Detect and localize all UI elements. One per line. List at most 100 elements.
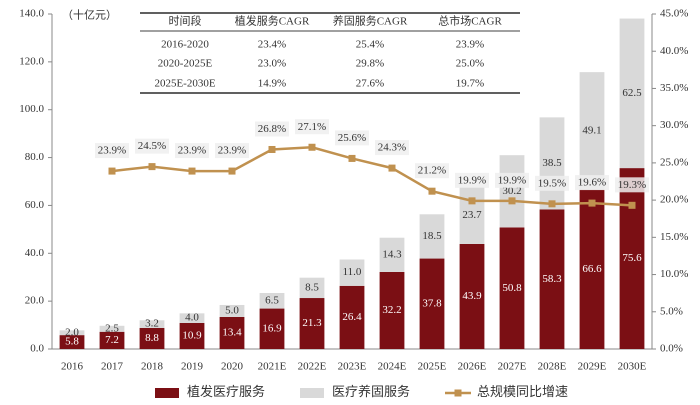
bar-value-label: 38.5 bbox=[542, 157, 562, 169]
label-bg bbox=[255, 121, 289, 137]
line-marker bbox=[228, 167, 236, 175]
y2-tick-label: 40.0% bbox=[660, 45, 688, 57]
line-marker bbox=[388, 164, 396, 172]
label-bg bbox=[95, 143, 129, 159]
label-bg bbox=[535, 175, 569, 191]
bar-value-label: 10.9 bbox=[182, 329, 202, 341]
line-value-label: 23.9% bbox=[178, 145, 206, 157]
bar-value-label: 23.7 bbox=[462, 209, 482, 221]
bar bbox=[579, 72, 605, 190]
table-cell: 2016-2020 bbox=[161, 39, 209, 51]
bar bbox=[179, 322, 205, 349]
line-value-label: 23.9% bbox=[218, 145, 246, 157]
bar bbox=[619, 168, 645, 349]
line-value-label: 23.9% bbox=[98, 145, 126, 157]
bar-value-label: 8.5 bbox=[305, 281, 319, 293]
bar bbox=[99, 331, 125, 349]
growth-line bbox=[111, 145, 633, 207]
bar-value-label: 14.3 bbox=[382, 248, 402, 260]
x-tick-label: 2026E bbox=[458, 361, 487, 373]
line-marker bbox=[548, 200, 556, 208]
bar bbox=[379, 271, 405, 349]
table-cell: 29.8% bbox=[356, 58, 384, 70]
bar bbox=[219, 304, 245, 317]
legend-label: 医疗养固服务 bbox=[332, 384, 410, 399]
line-value-label: 26.8% bbox=[258, 123, 286, 135]
bar-value-label: 43.9 bbox=[462, 290, 482, 302]
bar bbox=[539, 209, 565, 349]
x-tick-label: 2023E bbox=[338, 361, 367, 373]
table-cell: 23.9% bbox=[456, 39, 484, 51]
label-bg bbox=[455, 172, 489, 188]
bar-value-label: 7.2 bbox=[105, 334, 119, 346]
bar-value-label: 3.2 bbox=[145, 318, 159, 330]
bar-value-label: 13.4 bbox=[222, 326, 242, 338]
line-marker bbox=[188, 167, 196, 175]
line-marker bbox=[148, 163, 156, 171]
y2-tick-label: 15.0% bbox=[660, 231, 688, 243]
x-tick-label: 2028E bbox=[538, 361, 567, 373]
table-cell: 2020-2025E bbox=[158, 58, 213, 70]
bar bbox=[299, 298, 325, 349]
bar bbox=[619, 18, 645, 169]
line-marker bbox=[508, 197, 516, 205]
bar bbox=[59, 335, 85, 349]
bar bbox=[379, 237, 405, 272]
label-bg bbox=[615, 177, 649, 193]
y2-tick-label: 0.0% bbox=[660, 343, 683, 355]
label-bg bbox=[175, 143, 209, 159]
bar-value-label: 5.8 bbox=[65, 336, 79, 348]
bar bbox=[459, 243, 485, 349]
line-value-label: 24.5% bbox=[138, 140, 166, 152]
bar-value-label: 8.8 bbox=[145, 332, 159, 344]
table-cell: 14.9% bbox=[258, 78, 286, 90]
x-tick-label: 2030E bbox=[618, 361, 647, 373]
bar bbox=[59, 330, 85, 336]
bar-value-label: 75.6 bbox=[622, 252, 642, 264]
line-value-label: 21.2% bbox=[418, 165, 446, 177]
x-tick-label: 2019 bbox=[181, 361, 204, 373]
bar-value-label: 32.2 bbox=[382, 304, 401, 316]
unit-label: （十亿元） bbox=[62, 8, 117, 22]
bar bbox=[139, 327, 165, 349]
table-cell: 27.6% bbox=[356, 78, 384, 90]
bar-value-label: 21.3 bbox=[302, 317, 322, 329]
y2-tick-label: 45.0% bbox=[660, 8, 688, 20]
bar bbox=[299, 277, 325, 299]
bar-value-label: 11.0 bbox=[343, 266, 362, 278]
table-header: 时间段 bbox=[169, 14, 202, 28]
line-value-label: 27.1% bbox=[298, 121, 326, 133]
bar-value-label: 5.0 bbox=[225, 304, 239, 316]
table-cell: 2025E-2030E bbox=[154, 78, 215, 90]
bar-value-label: 6.5 bbox=[265, 294, 279, 306]
bar-value-label: 37.8 bbox=[422, 297, 442, 309]
bar bbox=[459, 187, 485, 244]
y2-tick-label: 35.0% bbox=[660, 82, 688, 94]
bar-value-label: 2.5 bbox=[105, 322, 119, 334]
bar bbox=[179, 313, 205, 323]
bar bbox=[259, 308, 285, 349]
legend-swatch bbox=[155, 388, 179, 398]
x-tick-label: 2021E bbox=[258, 361, 287, 373]
label-bg bbox=[295, 119, 329, 135]
line-value-label: 19.5% bbox=[538, 177, 566, 189]
bar-value-label: 18.5 bbox=[422, 230, 442, 242]
line-value-label: 19.3% bbox=[618, 179, 646, 191]
x-tick-label: 2025E bbox=[418, 361, 447, 373]
legend-label: 植发医疗服务 bbox=[187, 384, 265, 399]
bar-value-label: 16.9 bbox=[262, 322, 282, 334]
bar-value-label: 26.4 bbox=[342, 311, 362, 323]
bar bbox=[579, 189, 605, 349]
x-tick-label: 2029E bbox=[578, 361, 607, 373]
y2-tick-label: 5.0% bbox=[660, 305, 683, 317]
y-tick-label: 0.0 bbox=[30, 343, 44, 355]
line-value-label: 19.6% bbox=[578, 177, 606, 189]
x-tick-label: 2016 bbox=[61, 361, 84, 373]
y-tick-label: 100.0 bbox=[19, 103, 44, 115]
x-tick-label: 2018 bbox=[141, 361, 164, 373]
y2-tick-label: 10.0% bbox=[660, 268, 688, 280]
line-marker bbox=[348, 154, 356, 162]
label-bg bbox=[215, 143, 249, 159]
bar-value-label: 66.6 bbox=[582, 263, 602, 275]
label-bg bbox=[415, 163, 449, 179]
